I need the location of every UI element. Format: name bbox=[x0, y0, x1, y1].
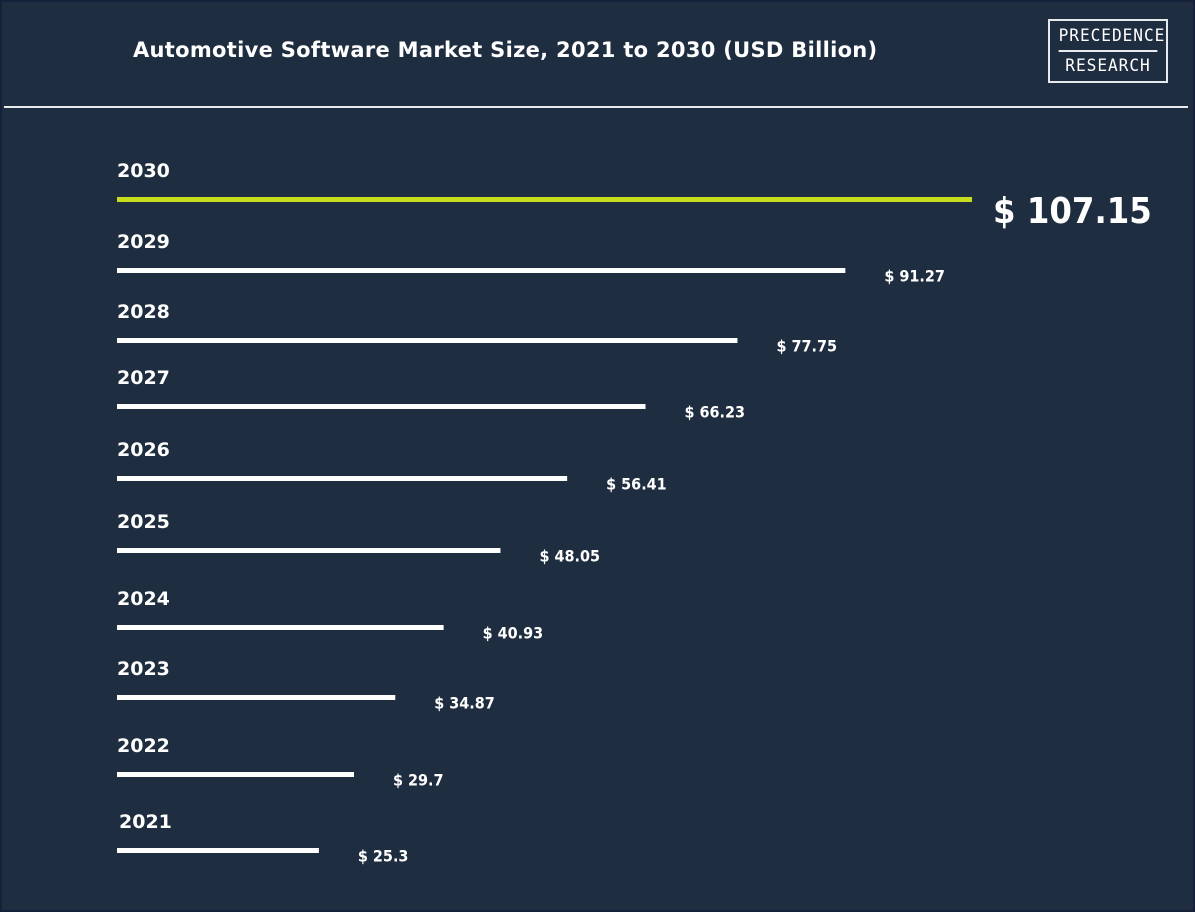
value-label-2028: $ 77.75 bbox=[776, 337, 837, 356]
bar-2024 bbox=[117, 625, 444, 630]
bar-2026 bbox=[117, 476, 568, 481]
year-label-2026: 2026 bbox=[117, 439, 170, 461]
year-label-2030: 2030 bbox=[117, 160, 170, 182]
value-label-2025: $ 48.05 bbox=[539, 547, 600, 566]
bar-2021 bbox=[117, 848, 319, 853]
value-label-2026: $ 56.41 bbox=[606, 475, 667, 494]
year-label-2023: 2023 bbox=[117, 658, 170, 680]
bar-2027 bbox=[117, 404, 646, 409]
logo-text-research: RESEARCH bbox=[1065, 56, 1151, 76]
bar-2025 bbox=[117, 548, 501, 553]
value-label-2022: $ 29.7 bbox=[393, 771, 444, 790]
logo-text-precedence: PRECEDENCE bbox=[1058, 22, 1164, 52]
year-label-2024: 2024 bbox=[117, 588, 170, 610]
bar-2028 bbox=[117, 338, 738, 343]
header-divider bbox=[4, 106, 1188, 108]
chart-title: Automotive Software Market Size, 2021 to… bbox=[133, 38, 878, 62]
value-label-2021: $ 25.3 bbox=[358, 847, 409, 866]
precedence-research-logo: PRECEDENCE RESEARCH bbox=[1048, 19, 1168, 83]
year-label-2028: 2028 bbox=[117, 301, 170, 323]
year-label-2029: 2029 bbox=[117, 231, 170, 253]
value-label-2024: $ 40.93 bbox=[483, 624, 544, 643]
bar-2030 bbox=[117, 197, 973, 202]
bar-2029 bbox=[117, 268, 846, 273]
year-label-2021: 2021 bbox=[119, 811, 172, 833]
year-label-2027: 2027 bbox=[117, 367, 170, 389]
bar-2022 bbox=[117, 772, 355, 777]
value-label-2027: $ 66.23 bbox=[685, 403, 746, 422]
year-label-2025: 2025 bbox=[117, 511, 170, 533]
year-label-2022: 2022 bbox=[117, 735, 170, 757]
bar-2023 bbox=[117, 695, 396, 700]
value-label-2029: $ 91.27 bbox=[884, 267, 945, 286]
value-label-2030: $ 107.15 bbox=[993, 191, 1152, 232]
value-label-2023: $ 34.87 bbox=[434, 694, 495, 713]
